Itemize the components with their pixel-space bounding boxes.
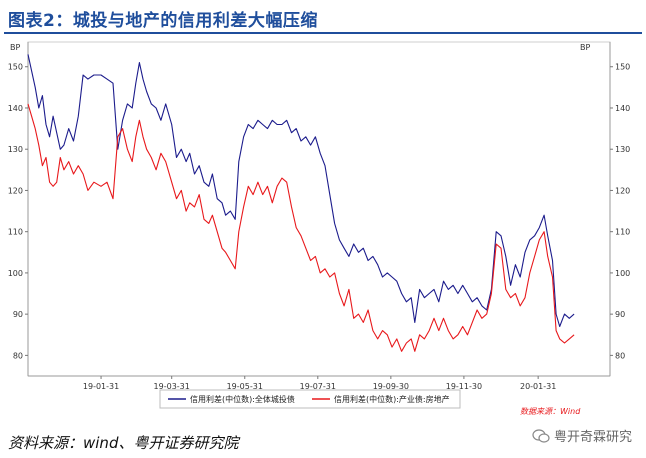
figure-header: 图表2：城投与地产的信用利差大幅压缩 (0, 0, 646, 34)
y-tick-label-left: 110 (8, 228, 23, 237)
y-tick-label-left: 130 (8, 145, 23, 154)
title-underline (4, 32, 642, 34)
series-lines (27, 54, 575, 352)
series-line-chengtou (27, 54, 575, 328)
credit-spread-chart: BP BP 80 90 100 110 120 130 140 150 80 90 100 110 1… (0, 38, 646, 426)
figure-title: 图表2：城投与地产的信用利差大幅压缩 (8, 11, 318, 31)
x-tick-label: 19-11-30 (446, 382, 482, 391)
right-axis-ticks: 80 90 100 110 120 130 140 150 (610, 63, 630, 360)
legend-label-chengtou: 信用利差(中位数):全体城投债 (190, 394, 295, 404)
source-note: 资料来源：wind、粤开证券研究院 (8, 434, 239, 452)
x-tick-label: 19-01-31 (83, 382, 119, 391)
left-axis-ticks: 80 90 100 110 120 130 140 150 (8, 63, 28, 360)
y-tick-label-right: 120 (615, 186, 630, 195)
y-tick-label-left: 90 (13, 310, 23, 319)
y-tick-label-left: 120 (8, 186, 23, 195)
watermark-text: 粤开奇霖研究 (553, 430, 632, 445)
x-tick-label: 19-09-30 (373, 382, 409, 391)
legend: 信用利差(中位数):全体城投债 信用利差(中位数):产业债:房地产 (159, 389, 461, 409)
watermark: 粤开奇霖研究 (532, 426, 632, 445)
left-axis-unit: BP (10, 43, 20, 52)
y-tick-label-right: 140 (615, 104, 630, 113)
y-tick-label-left: 140 (8, 104, 23, 113)
wechat-icon (532, 428, 550, 443)
x-tick-label: 20-01-31 (520, 382, 556, 391)
y-tick-label-right: 110 (615, 228, 630, 237)
y-tick-label-right: 130 (615, 145, 630, 154)
legend-label-realestate: 信用利差(中位数):产业债:房地产 (334, 394, 450, 404)
right-axis-unit: BP (580, 43, 590, 52)
x-tick-label: 19-07-31 (300, 382, 336, 391)
series-line-realestate (27, 103, 575, 352)
y-tick-label-right: 80 (615, 351, 625, 360)
chart-frame (27, 41, 611, 377)
chart-container: BP BP 80 90 100 110 120 130 140 150 80 90 100 110 1… (0, 38, 646, 426)
x-tick-label: 19-03-31 (154, 382, 190, 391)
y-tick-label-right: 90 (615, 310, 625, 319)
data-source-note: 数据来源：Wind (520, 407, 581, 416)
y-tick-label-right: 150 (615, 63, 630, 72)
x-axis-ticks: 19-01-31 19-03-31 19-05-31 19-07-31 19-09-30… (83, 376, 556, 391)
x-tick-label: 19-05-31 (227, 382, 263, 391)
y-tick-label-right: 100 (615, 269, 630, 278)
y-tick-label-left: 80 (13, 351, 23, 360)
y-tick-label-left: 150 (8, 63, 23, 72)
legend-box (159, 389, 461, 409)
y-tick-label-left: 100 (8, 269, 23, 278)
